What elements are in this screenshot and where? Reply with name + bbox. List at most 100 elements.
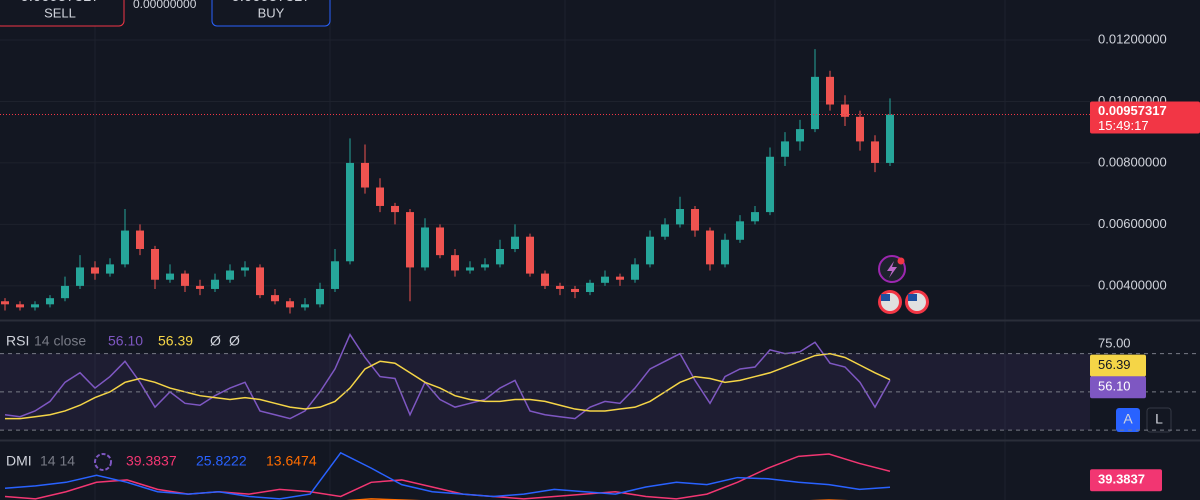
- log-scale-button[interactable]: [1146, 407, 1172, 433]
- buy-price: 0.00957317: [231, 0, 310, 5]
- candle-body: [1, 301, 9, 305]
- candle-body: [121, 230, 129, 265]
- candle-body: [316, 288, 324, 305]
- candle-body: [706, 230, 714, 265]
- price-label: 0.00957317: [1098, 103, 1167, 118]
- candle-body: [346, 162, 354, 262]
- buy-button-box[interactable]: [211, 0, 331, 27]
- buy-label: BUY: [258, 5, 285, 20]
- candle-body: [406, 212, 414, 268]
- event-icons[interactable]: [878, 255, 929, 314]
- dmi-value: 13.6474: [266, 453, 317, 469]
- candle-body: [736, 221, 744, 240]
- rsi-extra: Ø: [229, 333, 240, 349]
- dmi-line: [4, 451, 891, 500]
- rsi-extra: Ø: [210, 333, 221, 349]
- candle-body: [166, 273, 174, 280]
- y-tick-label: 0.00800000: [1098, 154, 1167, 169]
- candle-body: [46, 298, 54, 305]
- candle-body: [376, 187, 384, 206]
- candle-body: [856, 116, 864, 142]
- sell-price: 0.00957317: [20, 0, 99, 5]
- candle-body: [31, 304, 39, 308]
- flag-canton: [908, 294, 917, 301]
- candle-body: [391, 205, 399, 213]
- sell-label: SELL: [44, 5, 76, 20]
- candle-body: [826, 76, 834, 105]
- candle-body: [361, 162, 369, 188]
- candle-body: [631, 264, 639, 280]
- candle-body: [496, 248, 504, 265]
- candle-body: [541, 273, 549, 286]
- candle-body: [451, 255, 459, 271]
- candle-body: [586, 282, 594, 293]
- candle-body: [286, 301, 294, 308]
- rsi-line: [4, 332, 891, 420]
- candle-body: [436, 227, 444, 256]
- candle-body: [796, 129, 804, 142]
- candle-body: [526, 236, 534, 274]
- dmi-settings-icon[interactable]: [94, 453, 112, 471]
- candle-body: [136, 230, 144, 249]
- dmi-params: 14 14: [40, 453, 75, 469]
- candle-body: [556, 285, 564, 289]
- candle-body: [301, 304, 309, 308]
- rsi-ma-tag: [1090, 354, 1146, 377]
- price-pane: [0, 39, 1090, 314]
- candle-body: [751, 212, 759, 222]
- sell-button-box[interactable]: [0, 0, 125, 27]
- candle-body: [691, 209, 699, 231]
- dmi-title: DMI: [6, 453, 32, 469]
- candle-body: [151, 248, 159, 280]
- candle-body: [106, 264, 114, 274]
- log-scale-label: L: [1155, 411, 1163, 427]
- candle-body: [841, 104, 849, 117]
- candle-body: [886, 114, 894, 163]
- candle-body: [331, 261, 339, 289]
- dmi-value: 25.8222: [196, 453, 247, 469]
- candle-body: [766, 156, 774, 213]
- candle-body: [481, 264, 489, 268]
- candle-body: [811, 76, 819, 130]
- candle-body: [16, 304, 24, 308]
- dmi-line: [4, 453, 891, 500]
- auto-scale-label: A: [1123, 411, 1133, 427]
- rsi-ma-tag-label: 56.39: [1098, 357, 1131, 372]
- dmi-tag-label: 39.3837: [1098, 472, 1145, 487]
- y-tick-label: 75.00: [1098, 336, 1131, 351]
- candle-body: [511, 236, 519, 249]
- candle-body: [241, 267, 249, 271]
- rsi-tag: [1090, 376, 1146, 399]
- candle-body: [271, 295, 279, 302]
- rsi-value: 56.10: [108, 333, 143, 349]
- buy-button[interactable]: 0.00957317 BUY: [211, 0, 331, 27]
- rsi-ma-value: 56.39: [158, 333, 193, 349]
- rsi-params: 14 close: [34, 333, 86, 349]
- candle-body: [466, 267, 474, 271]
- rsi-tag-label: 56.10: [1098, 379, 1131, 394]
- candle-body: [571, 288, 579, 293]
- rsi-ma-line: [5, 352, 891, 420]
- auto-scale-button[interactable]: [1116, 408, 1140, 432]
- candle-body: [721, 239, 729, 265]
- candle-body: [181, 273, 189, 286]
- spread: 0.00000000: [133, 0, 197, 11]
- sell-button[interactable]: 0.00957317 SELL: [0, 0, 125, 27]
- price-label-box: [1090, 101, 1200, 134]
- candle-body: [676, 209, 684, 225]
- candle-body: [61, 285, 69, 299]
- candle-body: [91, 267, 99, 274]
- dmi-tag: [1090, 469, 1162, 492]
- candle-body: [76, 267, 84, 286]
- notify-dot: [897, 257, 905, 265]
- countdown-label: 15:49:17: [1098, 118, 1149, 133]
- candle-body: [616, 276, 624, 280]
- candle-body: [211, 279, 219, 289]
- candle-body: [601, 276, 609, 283]
- candle-body: [421, 227, 429, 268]
- y-tick-label: 0.01200000: [1098, 31, 1167, 46]
- flag-canton: [881, 294, 890, 301]
